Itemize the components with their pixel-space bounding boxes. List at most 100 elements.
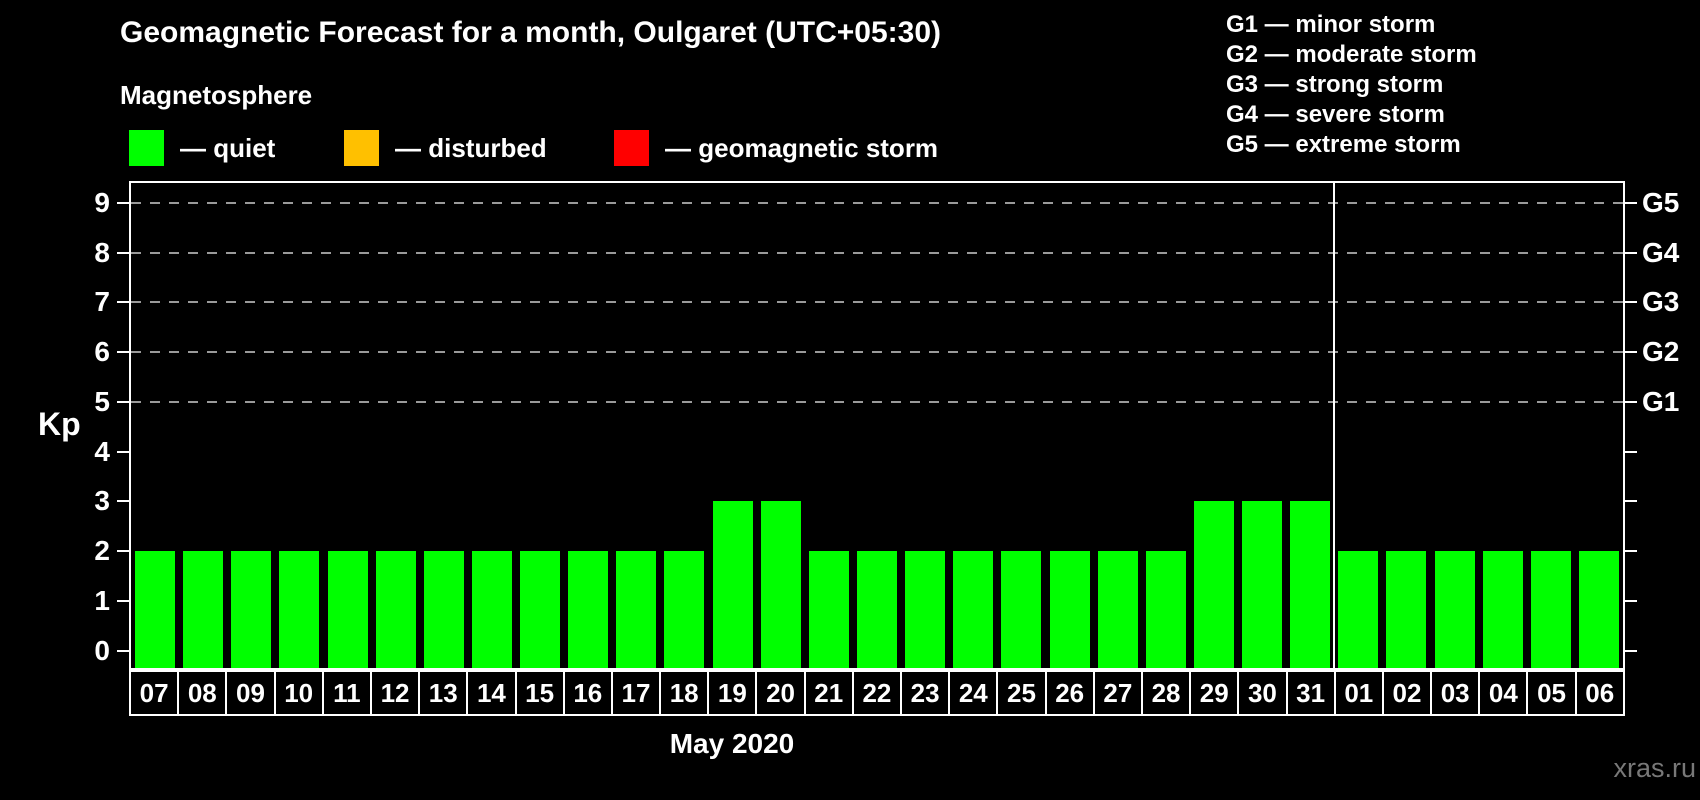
date-cell-04: 04: [1480, 670, 1529, 716]
legend-label-quiet: — quiet: [180, 132, 276, 163]
date-cell-11: 11: [323, 670, 372, 716]
kp-bar-12: [375, 551, 416, 668]
left-tick-kp-3: [117, 500, 129, 503]
date-cell-22: 22: [853, 670, 902, 716]
left-tick-kp-4: [117, 450, 129, 453]
kp-bar-11: [327, 551, 368, 668]
kp-bar-25: [1001, 551, 1042, 668]
storm-scale-legend: G1 — minor storm G2 — moderate storm G3 — …: [1226, 10, 1477, 160]
x-axis-title: May 2020: [669, 728, 795, 759]
date-cell-18: 18: [661, 670, 710, 716]
quiet-swatch-icon: [129, 130, 164, 166]
left-tick-kp-9: [117, 201, 129, 204]
left-tick-kp-6: [117, 351, 129, 354]
kp-bar-30: [1242, 501, 1283, 668]
kp-bar-02: [1386, 551, 1427, 668]
date-cell-09: 09: [227, 670, 276, 716]
kp-bar-06: [1578, 551, 1619, 668]
kp-bar-15: [520, 551, 561, 668]
kp-bar-13: [423, 551, 464, 668]
storm-scale-row-g1: G1 — minor storm: [1226, 11, 1436, 38]
right-tick-kp-9: [1625, 201, 1637, 204]
kp-bar-09: [231, 551, 272, 668]
kp-bar-01: [1338, 551, 1379, 668]
kp-bar-29: [1193, 501, 1234, 668]
geomagnetic-storm-swatch-icon: [614, 130, 649, 166]
kp-bar-24: [953, 551, 994, 668]
left-tick-kp-2: [117, 550, 129, 553]
y-tick-label-6: 6: [94, 336, 110, 368]
left-tick-kp-5: [117, 400, 129, 403]
legend-label-disturbed: — disturbed: [395, 132, 547, 163]
kp-bar-07: [135, 551, 176, 668]
watermark: xras.ru: [1613, 753, 1696, 783]
date-cell-30: 30: [1239, 670, 1288, 716]
right-tick-kp-2: [1625, 550, 1637, 553]
date-cell-26: 26: [1046, 670, 1095, 716]
month-separator-line: [1333, 183, 1336, 668]
kp-bar-08: [183, 551, 224, 668]
storm-scale-row-g5: G5 — extreme storm: [1226, 131, 1461, 158]
date-cell-20: 20: [757, 670, 806, 716]
date-cell-05: 05: [1528, 670, 1577, 716]
date-cell-01: 01: [1335, 670, 1384, 716]
y-tick-label-0: 0: [94, 634, 110, 666]
right-tick-kp-6: [1625, 351, 1637, 354]
date-cell-27: 27: [1094, 670, 1143, 716]
gridline-kp-9: [131, 201, 1623, 204]
y-tick-label-4: 4: [94, 435, 110, 467]
date-cell-19: 19: [709, 670, 758, 716]
storm-scale-row-g3: G3 — strong storm: [1226, 71, 1444, 98]
gridline-kp-7: [131, 301, 1623, 304]
date-cell-28: 28: [1142, 670, 1192, 716]
left-tick-kp-8: [117, 251, 129, 254]
right-axis-label-g3: G3: [1642, 286, 1680, 318]
y-tick-label-2: 2: [94, 535, 110, 567]
legend-item-quiet: — quiet: [129, 128, 275, 168]
y-tick-label-3: 3: [94, 485, 110, 517]
kp-bar-05: [1530, 551, 1571, 668]
kp-bar-18: [664, 551, 705, 668]
kp-bar-28: [1145, 551, 1186, 668]
y-tick-label-8: 8: [94, 236, 110, 268]
left-tick-kp-0: [117, 649, 129, 652]
date-cell-02: 02: [1383, 670, 1433, 716]
x-axis-date-row: 07 08 09 10 11 12 13 14 15 16 17 18 19 20 21 22 23 24 25 26…: [129, 670, 1625, 716]
right-tick-kp-3: [1625, 500, 1637, 503]
date-cell-23: 23: [902, 670, 951, 716]
kp-bar-17: [616, 551, 657, 668]
right-axis-label-g4: G4: [1642, 236, 1680, 268]
storm-scale-row-g4: G4 — severe storm: [1226, 101, 1445, 128]
right-axis-label-g5: G5: [1642, 186, 1680, 218]
storm-scale-row-g2: G2 — moderate storm: [1226, 41, 1477, 68]
kp-bar-22: [857, 551, 897, 668]
right-tick-kp-7: [1625, 301, 1637, 304]
kp-bar-03: [1434, 551, 1475, 668]
right-axis-label-g1: G1: [1642, 385, 1680, 417]
magnetosphere-legend-heading: Magnetosphere: [120, 80, 313, 110]
date-cell-17: 17: [612, 670, 662, 716]
date-cell-13: 13: [420, 670, 469, 716]
y-tick-label-9: 9: [94, 186, 110, 218]
date-cell-12: 12: [371, 670, 421, 716]
kp-bar-14: [471, 551, 512, 668]
y-axis-title: Kp: [38, 406, 81, 442]
right-tick-kp-0: [1625, 649, 1637, 652]
chart-title: Geomagnetic Forecast for a month, Oulgar…: [120, 16, 942, 49]
date-cell-03: 03: [1432, 670, 1481, 716]
y-tick-label-7: 7: [94, 286, 110, 318]
date-cell-06: 06: [1576, 670, 1625, 716]
date-cell-21: 21: [805, 670, 854, 716]
date-cell-16: 16: [564, 670, 613, 716]
kp-bar-21: [808, 551, 849, 668]
kp-bar-10: [279, 551, 320, 668]
left-tick-kp-1: [117, 599, 129, 602]
right-axis-label-g2: G2: [1642, 336, 1680, 368]
right-tick-kp-4: [1625, 450, 1637, 453]
kp-bar-19: [712, 501, 753, 668]
date-cell-07: 07: [129, 670, 180, 716]
y-tick-label-5: 5: [94, 385, 110, 417]
right-tick-kp-5: [1625, 400, 1637, 403]
kp-bar-26: [1049, 551, 1090, 668]
legend-item-disturbed: — disturbed: [344, 128, 547, 168]
